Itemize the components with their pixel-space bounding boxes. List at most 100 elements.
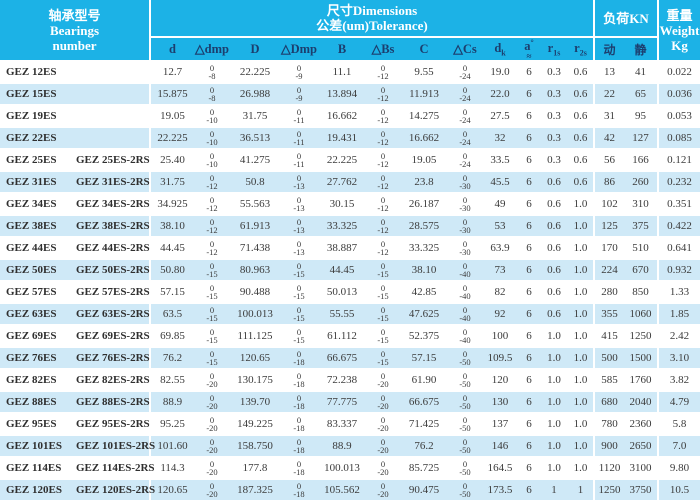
cell-weight: 0.053 — [657, 104, 700, 128]
load-header: 负荷KN — [594, 0, 660, 38]
cell-tolerance-dmp: 0 -8 — [194, 82, 231, 106]
cell-dynamic-load: 680 — [593, 390, 625, 414]
tolerance-value: -24 — [459, 137, 471, 148]
tolerance-value: 0 — [296, 327, 302, 338]
tolerance-value: 0 — [462, 305, 468, 316]
tolerance-value: 0 — [380, 195, 386, 206]
table-row: GEZ 101ES GEZ 101ES-2RS 101.60 0 -20 158.750 0… — [0, 434, 700, 458]
cell-weight: 2.42 — [657, 324, 700, 348]
column-header-D: D — [230, 37, 281, 62]
cell-B: 77.775 — [318, 390, 367, 414]
tolerance-value: 0 — [462, 349, 468, 360]
tolerance-value: 0 — [462, 371, 468, 382]
dimensions-header-line2: 公差(um)Tolerance) — [316, 18, 428, 33]
cell-a: 6 — [518, 434, 541, 458]
tolerance-value: -8 — [208, 93, 216, 104]
cell-tolerance-Bs: 0 -12 — [366, 214, 401, 238]
tolerance-value: 0 — [209, 217, 215, 228]
tolerance-value: -30 — [459, 247, 471, 258]
cell-tolerance-Bs: 0 -12 — [366, 60, 401, 84]
cell-dk: 100 — [482, 324, 519, 348]
cell-tolerance-dmp: 0 -20 — [194, 478, 231, 500]
bearing-name-2rs: GEZ 50ES-2RS — [70, 258, 151, 282]
bearing-name-2rs — [70, 60, 151, 84]
bearing-name-2rs: GEZ 95ES-2RS — [70, 412, 151, 436]
cell-static-load: 95 — [624, 104, 659, 128]
tolerance-value: -20 — [206, 423, 218, 434]
tolerance-value: -20 — [377, 445, 389, 456]
tolerance-value: -9 — [295, 71, 303, 82]
cell-D: 111.125 — [230, 324, 281, 348]
tolerance-value: 0 — [462, 415, 468, 426]
bearing-name-2rs: GEZ 63ES-2RS — [70, 302, 151, 326]
table-row: GEZ 44ES GEZ 44ES-2RS 44.45 0 -12 71.438 0 -13 3… — [0, 236, 700, 260]
cell-a: 6 — [518, 148, 541, 172]
cell-a: 6 — [518, 82, 541, 106]
tolerance-value: 0 — [462, 459, 468, 470]
cell-d: 76.2 — [149, 346, 195, 370]
cell-tolerance-Cs: 0 -24 — [448, 60, 483, 84]
tolerance-value: -50 — [459, 445, 471, 456]
bearing-name: GEZ 31ES — [0, 170, 70, 194]
tolerance-value: -15 — [377, 357, 389, 368]
cell-d: 31.75 — [149, 170, 195, 194]
bearing-name-2rs: GEZ 69ES-2RS — [70, 324, 151, 348]
tolerance-value: 0 — [380, 393, 386, 404]
cell-r1s: 1 — [540, 478, 569, 500]
tolerance-value: -18 — [293, 357, 305, 368]
cell-dk: 27.5 — [482, 104, 519, 128]
bearing-name: GEZ 38ES — [0, 214, 70, 238]
cell-tolerance-Bs: 0 -20 — [366, 456, 401, 480]
cell-weight: 9.80 — [657, 456, 700, 480]
cell-static-load: 1250 — [624, 324, 659, 348]
cell-tolerance-dmp: 0 -20 — [194, 368, 231, 392]
cell-tolerance-dmp: 0 -20 — [194, 456, 231, 480]
cell-C: 71.425 — [400, 412, 449, 436]
cell-r2s: 1.0 — [568, 280, 595, 304]
column-header-label: B — [337, 41, 347, 56]
cell-B: 38.887 — [318, 236, 367, 260]
cell-a: 6 — [518, 346, 541, 370]
cell-tolerance-Cs: 0 -40 — [448, 324, 483, 348]
cell-r1s: 0.3 — [540, 126, 569, 150]
cell-static-load: 3100 — [624, 456, 659, 480]
column-header-r2s: r2s — [568, 37, 595, 62]
table-row: GEZ 95ES GEZ 95ES-2RS 95.25 0 -20 149.225 0 -18… — [0, 412, 700, 436]
bearing-name: GEZ 76ES — [0, 346, 70, 370]
tolerance-value: -18 — [293, 379, 305, 390]
tolerance-value: -12 — [377, 93, 389, 104]
column-header-Dmp: △Dmp — [280, 37, 319, 62]
cell-dk: 73 — [482, 258, 519, 282]
cell-static-load: 2040 — [624, 390, 659, 414]
cell-D: 187.325 — [230, 478, 281, 500]
cell-tolerance-Bs: 0 -12 — [366, 126, 401, 150]
cell-tolerance-Dmp: 0 -9 — [280, 82, 319, 106]
cell-dk: 33.5 — [482, 148, 519, 172]
cell-weight: 0.422 — [657, 214, 700, 238]
cell-tolerance-Dmp: 0 -13 — [280, 236, 319, 260]
table-row: GEZ 38ES GEZ 38ES-2RS 38.10 0 -12 61.913 0 -13 3… — [0, 214, 700, 238]
cell-tolerance-Bs: 0 -12 — [366, 82, 401, 106]
cell-r1s: 0.6 — [540, 236, 569, 260]
tolerance-value: 0 — [462, 393, 468, 404]
cell-r2s: 1.0 — [568, 324, 595, 348]
cell-static-load: 2650 — [624, 434, 659, 458]
tolerance-value: -15 — [377, 335, 389, 346]
cell-tolerance-Bs: 0 -15 — [366, 258, 401, 282]
tolerance-value: 0 — [296, 85, 302, 96]
cell-B: 61.112 — [318, 324, 367, 348]
cell-D: 31.75 — [230, 104, 281, 128]
cell-dk: 173.5 — [482, 478, 519, 500]
cell-C: 76.2 — [400, 434, 449, 458]
tolerance-value: 0 — [380, 327, 386, 338]
tolerance-value: 0 — [296, 173, 302, 184]
cell-r2s: 1.0 — [568, 434, 595, 458]
tolerance-value: -12 — [377, 137, 389, 148]
tolerance-value: -15 — [206, 291, 218, 302]
column-header-sup: ° — [530, 38, 534, 47]
table-row: GEZ 57ES GEZ 57ES-2RS 57.15 0 -15 90.488 0 -15 5… — [0, 280, 700, 304]
cell-tolerance-Dmp: 0 -11 — [280, 104, 319, 128]
cell-dynamic-load: 102 — [593, 192, 625, 216]
cell-B: 83.337 — [318, 412, 367, 436]
column-header-C: C — [400, 37, 449, 62]
